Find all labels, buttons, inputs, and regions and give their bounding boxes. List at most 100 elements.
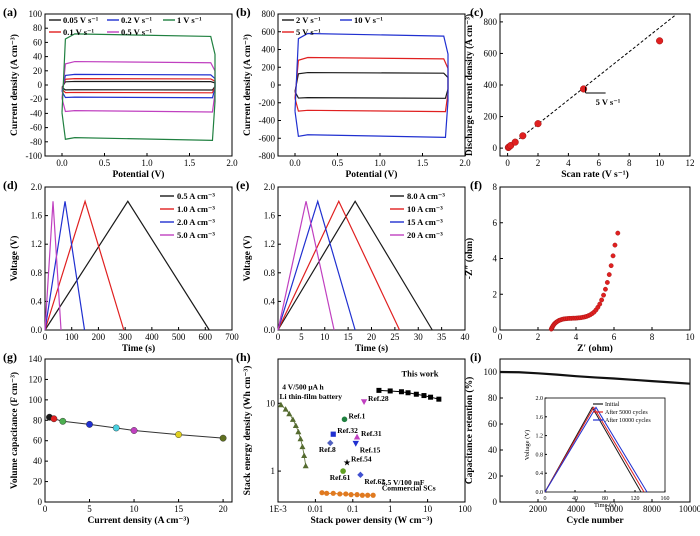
y-tick-label: 0.0	[31, 325, 43, 335]
legend-entry: 1.0 A cm⁻³	[177, 204, 215, 214]
x-tick-label: 600	[199, 332, 213, 342]
ref-label: Ref.62	[364, 477, 385, 486]
legend-entry: 2.0 A cm⁻³	[177, 217, 215, 227]
inset-x-tick-label: 40	[572, 496, 578, 502]
y-tick-label: 60	[33, 436, 43, 446]
x-tick-label: 15	[344, 332, 354, 342]
x-tick-label: 6000	[605, 504, 624, 514]
legend-entry: 10 A cm⁻³	[407, 204, 443, 214]
y-tick-label: 40	[33, 52, 43, 62]
y-axis-label: Capacitance retention (%)	[464, 377, 475, 484]
x-tick-label: 10	[686, 332, 696, 342]
commercial-point	[324, 490, 330, 496]
y-axis-label: Current density (A cm⁻³)	[242, 34, 253, 136]
li-battery-point	[286, 410, 293, 417]
cv-curve	[294, 32, 449, 138]
y-tick-label: -40	[30, 108, 42, 118]
plot-frame	[44, 186, 233, 331]
cv-curve	[61, 60, 216, 113]
x-tick-label: 35	[437, 332, 447, 342]
inset-y-tick-label: 0.0	[536, 490, 544, 496]
x-tick-label: 5	[87, 504, 92, 514]
li-battery-point	[299, 443, 306, 450]
x-axis-label: Cycle number	[566, 516, 624, 526]
x-axis-label: Z′ (ohm)	[577, 343, 613, 354]
y-tick-label: 0	[493, 497, 498, 507]
ref-marker	[341, 416, 348, 423]
panel-label-f: (f)	[470, 178, 482, 192]
inset-gcd-curve	[544, 406, 648, 493]
x-tick-label: 8	[627, 158, 632, 168]
x-tick-label: 0	[498, 332, 503, 342]
ref-label: Ref.1	[349, 411, 366, 420]
x-tick-label: 700	[225, 332, 239, 342]
this-work-point	[413, 391, 419, 397]
commercial-label: Commercial SCs	[382, 483, 436, 492]
x-tick-label: 200	[92, 332, 106, 342]
ref-label: Ref.28	[368, 394, 389, 403]
y-axis-label: Stack energy density (Wh cm⁻³)	[242, 366, 253, 496]
data-point	[612, 242, 618, 248]
y-tick-label: 100	[29, 395, 43, 405]
y-tick-label: 2.0	[264, 182, 276, 192]
x-tick-label: 1.5	[417, 158, 429, 168]
data-point	[130, 427, 138, 434]
x-tick-label: 10	[320, 332, 330, 342]
y-tick-label: 10	[266, 398, 276, 408]
x-tick-label: 6	[597, 158, 602, 168]
x-tick-label: 1	[388, 504, 393, 514]
li-battery-point	[282, 406, 289, 412]
gcd-curve	[44, 200, 210, 331]
x-tick-label: 30	[414, 332, 424, 342]
x-tick-label: 12	[686, 158, 695, 168]
legend-entry: 0.5 A cm⁻³	[177, 191, 215, 201]
x-tick-label: 10000	[679, 504, 700, 514]
y-tick-label: 600	[262, 27, 276, 37]
chart-b: 0.0 0.5 1.0 1.5 2.0 -800 -600 -400 -200 0 200 400 60…	[242, 9, 471, 180]
x-tick-label: 10	[130, 504, 140, 514]
retention-curve	[499, 370, 691, 385]
this-work-point	[405, 390, 411, 396]
y-tick-label: -100	[26, 151, 43, 161]
legend-entry: 20 A cm⁻³	[407, 230, 443, 240]
x-tick-label: 25	[390, 332, 400, 342]
x-tick-label: 1E-3	[269, 504, 287, 514]
y-tick-label: 200	[484, 112, 498, 122]
data-point	[615, 230, 621, 236]
y-tick-label: 80	[33, 415, 43, 425]
y-tick-label: -20	[30, 94, 42, 104]
inset-chart: 0 40 80 120 160 0.0 0.4 0.8 1.2 1.6 2.0 Time (s) Vol…	[524, 396, 670, 509]
y-tick-label: 800	[262, 9, 276, 19]
legend-entry: 5.0 A cm⁻³	[177, 230, 215, 240]
panel-label-d: (d)	[3, 178, 18, 192]
y-tick-label: 0.4	[264, 296, 276, 306]
x-axis-label: Potential (V)	[346, 169, 398, 180]
li-battery-point	[289, 416, 296, 422]
cv-curve	[61, 73, 216, 99]
legend-entry: 2 V s⁻¹	[296, 15, 321, 25]
ref-label: Ref.15	[360, 446, 381, 455]
y-axis-label: Voltage (V)	[242, 236, 253, 282]
y-tick-label: 120	[29, 374, 43, 384]
data-point	[656, 37, 664, 45]
commercial-point	[354, 492, 360, 498]
inset-x-tick-label: 80	[602, 496, 608, 502]
li-battery-point	[302, 462, 309, 469]
y-tick-label: 0	[271, 80, 276, 90]
y-tick-label: -80	[30, 137, 42, 147]
ref-marker	[327, 439, 334, 447]
ref-label: Ref.54	[351, 454, 372, 463]
legend-entry: 15 A cm⁻³	[407, 217, 443, 227]
li-battery-point	[277, 401, 284, 408]
y-tick-label: 100	[484, 367, 498, 377]
y-tick-label: 2	[493, 289, 498, 299]
y-tick-label: 0	[38, 80, 43, 90]
data-point	[608, 263, 614, 269]
gcd-curve	[44, 201, 86, 331]
gcd-curve	[44, 201, 62, 331]
y-axis-label: Current density (A cm⁻³)	[9, 34, 20, 136]
x-tick-label: 2000	[529, 504, 548, 514]
data-point	[599, 297, 605, 303]
gcd-curve	[277, 200, 433, 331]
